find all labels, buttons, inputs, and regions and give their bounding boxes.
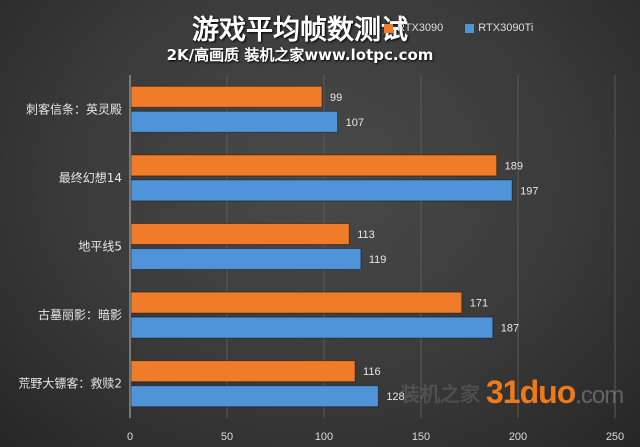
bar-rtx3090ti	[130, 110, 339, 133]
data-label: 197	[520, 185, 538, 197]
category-label: 荒野大镖客：救赎2	[18, 376, 122, 391]
x-tick-label: 250	[606, 431, 624, 443]
bar-rtx3090ti	[130, 248, 362, 270]
data-label: 187	[501, 323, 519, 335]
bar-rtx3090	[130, 223, 350, 245]
legend-label: RTX3090	[397, 22, 444, 34]
category-label: 最终幻想14	[59, 170, 122, 185]
legend-item-rtx3090: RTX3090	[384, 22, 443, 34]
watermark-brand: 31duo	[486, 374, 576, 410]
legend-item-rtx3090ti: RTX3090Ti	[465, 22, 533, 34]
x-tick-label: 0	[127, 431, 133, 443]
watermark-suffix: .com	[575, 382, 624, 409]
bar-rtx3090ti	[130, 179, 513, 202]
legend: RTX3090 RTX3090Ti	[384, 22, 533, 34]
chart-title: 游戏平均帧数测试	[192, 15, 408, 46]
bar-rtx3090	[130, 154, 498, 177]
bar-rtx3090ti	[130, 385, 379, 408]
data-label: 116	[363, 366, 381, 378]
data-label: 107	[346, 117, 364, 129]
watermark: 31duo.com	[486, 374, 624, 414]
bar-rtx3090	[130, 85, 323, 108]
category-label: 地平线5	[78, 240, 122, 254]
x-tick-label: 200	[509, 431, 527, 443]
data-label: 99	[330, 92, 342, 104]
chart-subtitle: 2K/高画质 装机之家www.lotpc.com	[166, 46, 434, 64]
data-label: 128	[386, 391, 404, 403]
x-tick-label: 150	[412, 431, 430, 443]
data-label: 119	[369, 254, 387, 266]
category-label: 古墓丽影：暗影	[38, 307, 122, 322]
legend-label: RTX3090Ti	[478, 22, 534, 34]
legend-swatch	[465, 23, 475, 33]
data-label: 113	[357, 229, 375, 241]
watermark-cn: 装机之家	[400, 382, 480, 406]
bar-rtx3090ti	[130, 316, 494, 339]
x-tick-label: 100	[315, 431, 333, 443]
legend-swatch	[384, 23, 393, 33]
data-label: 189	[505, 160, 523, 172]
x-tick-label: 50	[221, 431, 233, 443]
category-label: 刺客信条：英灵殿	[26, 101, 122, 116]
bar-rtx3090	[130, 360, 356, 383]
data-label: 171	[470, 298, 488, 310]
bar-rtx3090	[130, 291, 463, 314]
